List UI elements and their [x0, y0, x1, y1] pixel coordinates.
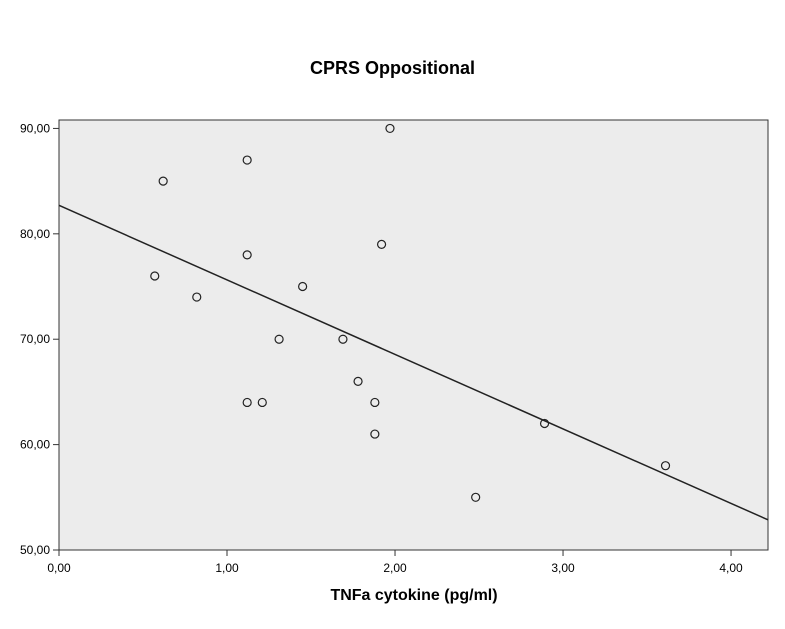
x-tick-label: 1,00 — [215, 561, 239, 575]
data-point — [370, 429, 380, 439]
data-point — [370, 397, 380, 408]
y-tick-label: 70,00 — [20, 332, 50, 346]
data-point — [338, 334, 348, 344]
data-point — [539, 418, 550, 429]
data-point — [242, 397, 252, 408]
data-point — [150, 271, 160, 281]
x-axis: 0,00 1,00 2,00 3,00 4,00 — [47, 550, 743, 575]
data-point — [242, 250, 252, 260]
data-point — [385, 123, 395, 134]
data-point — [274, 334, 284, 344]
y-tick-label: 50,00 — [20, 543, 50, 557]
chart-title: CPRS Oppositional — [309, 58, 475, 78]
data-point — [192, 292, 202, 302]
data-point — [257, 397, 267, 408]
data-points — [150, 123, 671, 502]
data-point — [660, 461, 671, 471]
y-axis: 50,00 60,00 70,00 80,00 90,00 — [20, 121, 59, 557]
y-tick-label: 80,00 — [20, 227, 50, 241]
y-tick-label: 90,00 — [20, 121, 50, 135]
data-point — [298, 281, 308, 292]
data-point — [242, 155, 252, 165]
plot-area — [58, 119, 769, 551]
data-point — [376, 239, 387, 249]
x-tick-label: 3,00 — [551, 561, 575, 575]
data-point — [471, 492, 481, 502]
x-tick-label: 2,00 — [383, 561, 407, 575]
x-tick-label: 0,00 — [47, 561, 71, 575]
x-axis-label: TNFa cytokine (pg/ml) — [330, 587, 498, 604]
y-tick-label: 60,00 — [20, 438, 50, 452]
fit-line-group — [58, 204, 769, 521]
data-point — [353, 376, 363, 386]
data-point — [158, 176, 168, 186]
x-tick-label: 4,00 — [719, 561, 743, 575]
fit-line — [58, 204, 769, 521]
